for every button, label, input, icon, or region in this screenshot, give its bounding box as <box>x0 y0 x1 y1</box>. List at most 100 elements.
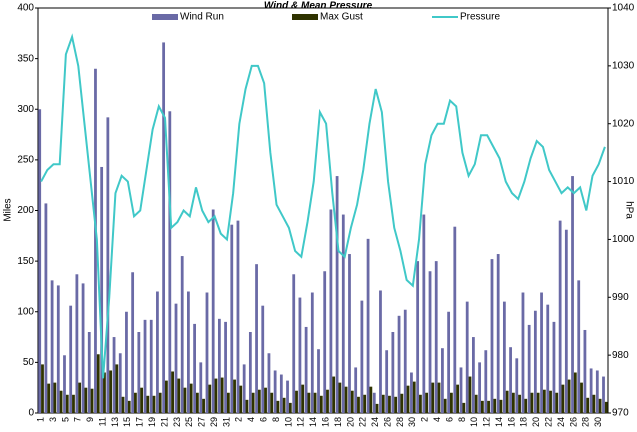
x-tick-label: 27 <box>197 417 207 427</box>
bar <box>211 209 215 413</box>
bar <box>248 332 252 413</box>
bar <box>177 378 181 413</box>
bar <box>301 384 305 413</box>
bar <box>567 379 571 413</box>
x-tick-label: 6 <box>259 417 269 422</box>
bar <box>53 382 57 413</box>
bar <box>388 395 391 413</box>
x-tick-label: 14 <box>308 417 318 427</box>
bar <box>103 372 106 413</box>
bar <box>313 392 317 413</box>
bar <box>598 398 602 413</box>
chart-title: Wind & Mean Pressure <box>264 1 373 12</box>
y2-tick-label: 1020 <box>612 118 635 129</box>
bar <box>434 261 438 413</box>
bar <box>158 392 162 413</box>
bar <box>465 301 469 413</box>
x-tick-label: 8 <box>271 417 281 422</box>
bar <box>323 271 327 413</box>
line <box>40 33 606 379</box>
bar <box>94 68 97 413</box>
bar <box>474 394 478 413</box>
x-tick-label: 26 <box>382 417 392 427</box>
bar <box>307 392 311 413</box>
x-tick-label: 21 <box>159 417 169 427</box>
x-tick-label: 24 <box>370 417 380 427</box>
x-tick-label: 31 <box>221 417 231 427</box>
bar <box>270 392 274 413</box>
bar <box>499 399 503 413</box>
bar <box>59 390 63 413</box>
bar <box>115 364 119 413</box>
bar <box>363 394 367 413</box>
bar <box>109 370 113 413</box>
x-tick-label: 10 <box>283 417 293 427</box>
bar <box>472 337 475 413</box>
bar <box>552 321 556 413</box>
bar <box>487 400 490 413</box>
bar <box>484 350 488 413</box>
bar <box>242 364 246 413</box>
bar <box>403 309 407 413</box>
x-tick-label: 14 <box>494 417 504 427</box>
x-tick-label: 19 <box>147 417 157 427</box>
bar <box>106 117 110 413</box>
legend-label: Pressure <box>460 12 500 23</box>
x-tick-label: 10 <box>469 417 479 427</box>
bar <box>344 386 348 413</box>
bar <box>447 311 451 413</box>
x-tick-label: 29 <box>209 417 219 427</box>
bar <box>63 355 66 413</box>
bar <box>286 380 289 413</box>
bar <box>462 402 466 413</box>
bar <box>140 387 144 413</box>
bar <box>555 392 559 413</box>
bar <box>298 297 302 413</box>
bar <box>257 389 261 413</box>
y2-tick-label: 970 <box>612 408 629 419</box>
bar <box>602 376 605 413</box>
bar <box>214 378 218 413</box>
x-tick-label: 3 <box>48 417 58 422</box>
bar <box>335 176 339 413</box>
bar <box>84 387 88 413</box>
bar <box>338 382 342 413</box>
x-tick-label: 2 <box>234 417 244 422</box>
x-tick-label: 25 <box>184 417 194 427</box>
bar <box>255 264 258 413</box>
x-tick-label: 4 <box>246 417 256 422</box>
bar <box>118 353 122 413</box>
bar <box>199 362 203 413</box>
bar <box>326 389 329 413</box>
bar <box>595 370 599 413</box>
bar <box>425 392 429 413</box>
bar <box>524 398 528 413</box>
x-tick-label: 6 <box>444 417 454 422</box>
x-tick-label: 22 <box>358 417 368 427</box>
bar <box>391 332 395 413</box>
bar <box>453 226 457 413</box>
x-tick-label: 16 <box>506 417 516 427</box>
bar <box>56 285 60 413</box>
bar <box>369 386 373 413</box>
legend-label: Wind Run <box>180 12 224 23</box>
bar <box>397 315 401 413</box>
y2-tick-label: 980 <box>612 350 629 361</box>
bar <box>564 229 568 413</box>
bar <box>350 390 354 413</box>
y2-axis-label: hPa <box>623 201 634 219</box>
bar <box>239 385 243 413</box>
x-tick-label: 7 <box>73 417 83 422</box>
bar <box>379 290 382 413</box>
x-tick-label: 12 <box>296 417 306 427</box>
bar <box>357 396 360 413</box>
bar <box>78 382 82 413</box>
x-tick-label: 12 <box>482 417 492 427</box>
bar <box>450 392 453 413</box>
bar <box>189 383 193 413</box>
bar <box>224 321 227 413</box>
bar <box>422 214 426 413</box>
bar <box>276 400 280 413</box>
x-tick-label: 18 <box>333 417 343 427</box>
